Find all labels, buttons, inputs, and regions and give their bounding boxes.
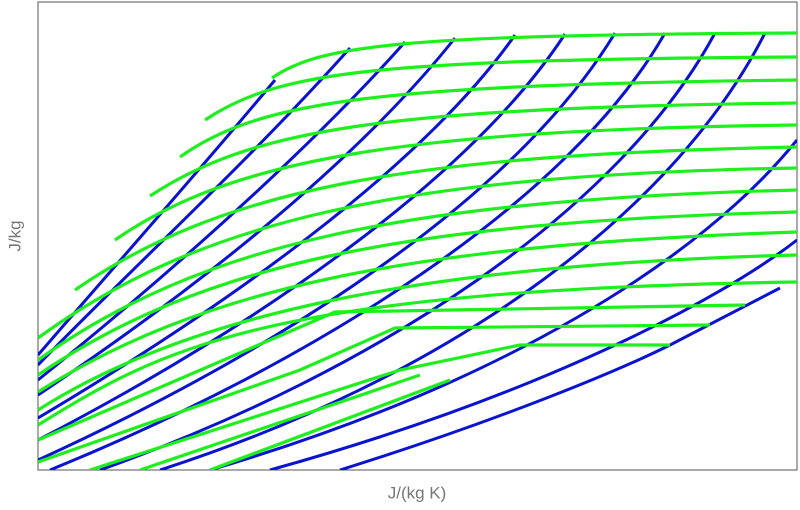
y-axis-label: J/kg <box>5 220 24 251</box>
curve <box>38 33 567 442</box>
curve <box>269 238 797 470</box>
curve <box>204 55 797 122</box>
x-axis-label: J/(kg K) <box>388 483 447 502</box>
green-curves <box>38 31 797 470</box>
curve <box>99 32 717 470</box>
curve <box>139 373 421 470</box>
curve <box>38 41 407 382</box>
curve <box>38 230 797 394</box>
curve <box>114 123 797 242</box>
curve <box>38 34 517 420</box>
curve <box>271 31 797 80</box>
curve <box>38 47 352 367</box>
curve <box>38 166 797 340</box>
curve <box>149 101 797 198</box>
curve <box>209 378 451 470</box>
curve <box>38 210 797 377</box>
curve <box>38 303 746 442</box>
curve <box>159 32 767 470</box>
curve <box>339 286 781 470</box>
curve <box>49 32 667 470</box>
curve <box>38 280 797 427</box>
curve <box>74 145 797 292</box>
curve <box>38 253 797 412</box>
curve <box>38 188 797 362</box>
curve <box>38 323 711 464</box>
curve <box>179 78 797 159</box>
blue-curves <box>38 32 797 470</box>
curve <box>38 32 617 462</box>
curve <box>89 343 670 470</box>
